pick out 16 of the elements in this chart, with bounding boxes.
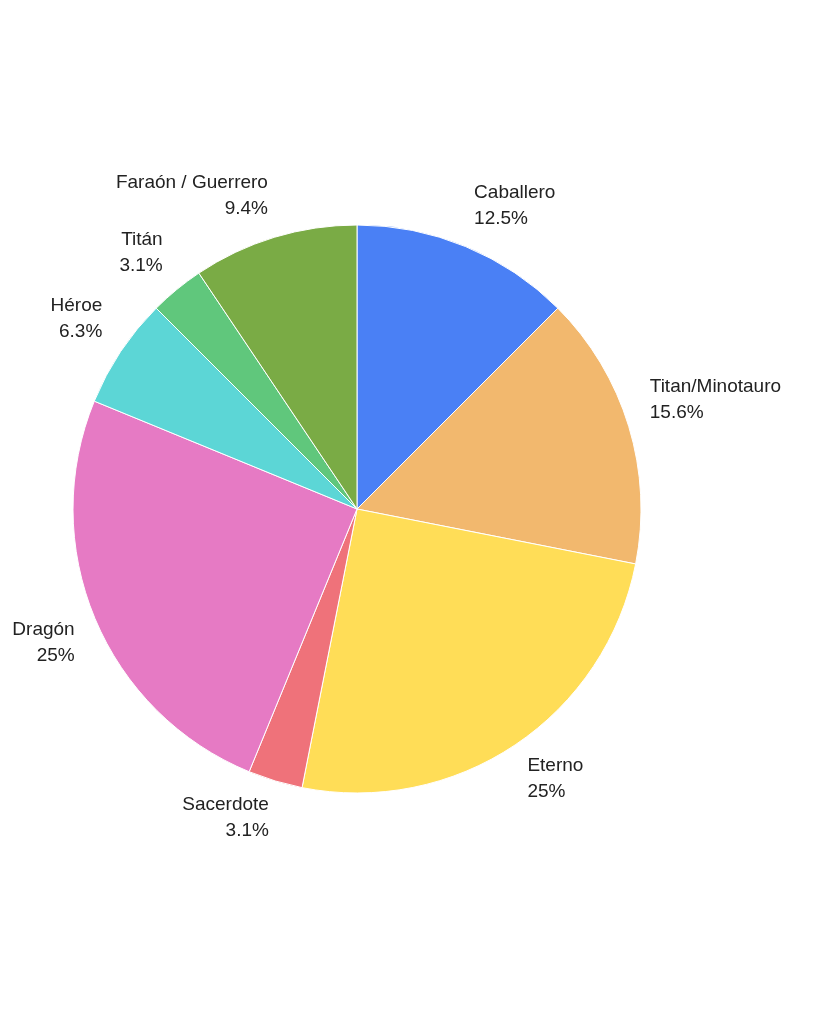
slice-label: Titán xyxy=(121,227,163,249)
slice-label: Caballero xyxy=(474,181,556,203)
slice-label: Titan/Minotauro xyxy=(649,374,782,396)
slice-label: Dragón xyxy=(12,617,75,639)
slice-label: Héroe xyxy=(50,294,103,316)
slice-label: Faraón / Guerrero xyxy=(115,171,268,193)
data-label: 15.6% xyxy=(649,400,704,422)
data-label: 25% xyxy=(36,643,75,665)
data-label: 3.1% xyxy=(225,819,269,841)
data-label: 6.3% xyxy=(58,320,103,342)
data-label: 25% xyxy=(527,780,566,802)
slice-label: Sacerdote xyxy=(182,793,269,815)
data-label: 9.4% xyxy=(224,197,269,219)
data-label: 12.5% xyxy=(474,207,529,229)
slice-label: Eterno xyxy=(527,754,584,776)
data-label: 3.1% xyxy=(119,253,163,275)
